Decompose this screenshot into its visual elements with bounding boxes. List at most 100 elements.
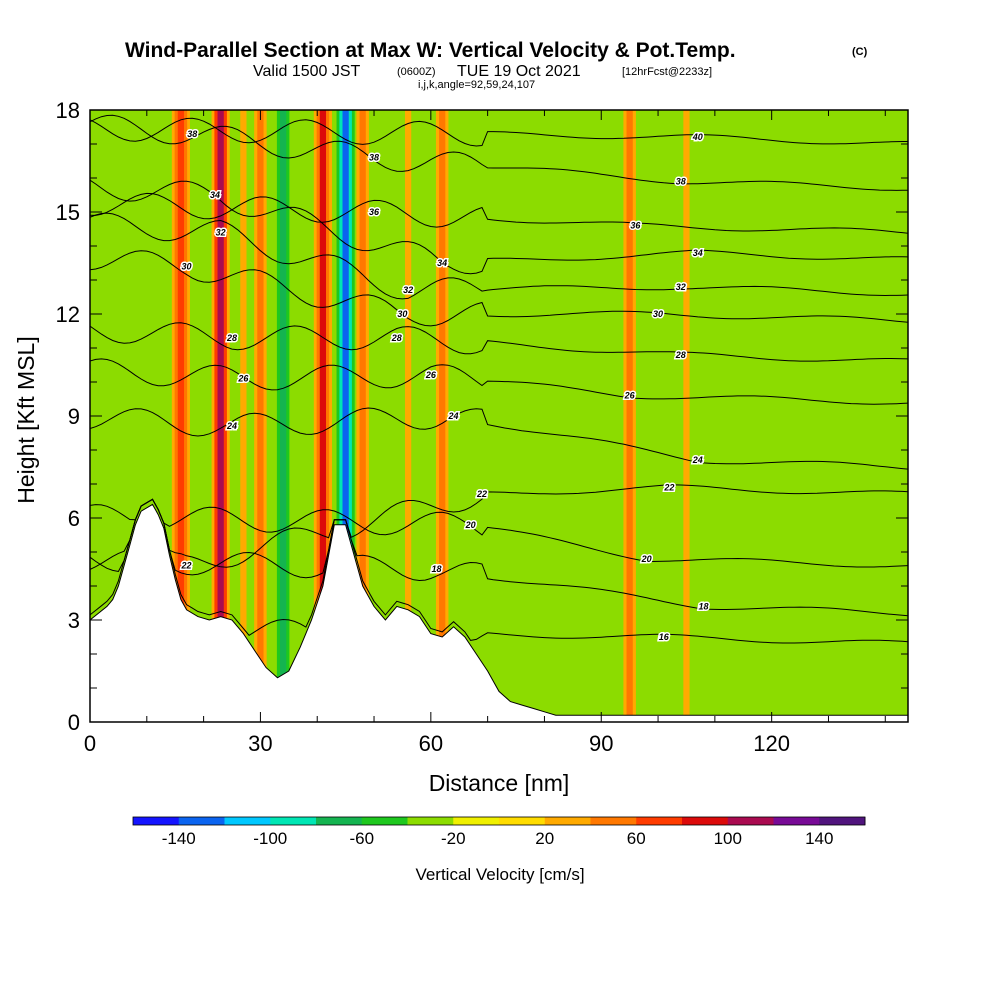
theta-contour-label: 20 (465, 520, 476, 530)
theta-contours (90, 114, 908, 644)
theta-contour-line (90, 117, 908, 147)
x-tick-label: 0 (84, 731, 96, 756)
theta-contour-label: 34 (210, 190, 220, 200)
theta-contour-label: 36 (630, 221, 641, 231)
theta-contour-line (90, 498, 908, 644)
theta-contour-label: 20 (641, 554, 652, 564)
theta-contour-line (90, 358, 908, 405)
theta-contour-line (90, 114, 908, 191)
colorbar-swatch (361, 817, 408, 825)
subtitle-date: TUE 19 Oct 2021 (457, 63, 581, 80)
colorbar-tick-label: 20 (535, 829, 554, 848)
colorbar-swatch (316, 817, 363, 825)
theta-contour-label: 28 (391, 333, 402, 343)
theta-contour-label: 26 (425, 370, 437, 380)
subtitle-valid: Valid 1500 JST (253, 63, 361, 80)
theta-contour-label: 36 (369, 207, 380, 217)
theta-contour-line (90, 192, 908, 234)
y-tick-label: 12 (56, 302, 80, 327)
colorbar-tick-label: 140 (805, 829, 833, 848)
colorbar-tick-label: 60 (627, 829, 646, 848)
velocity-band (297, 110, 304, 722)
y-tick-label: 6 (68, 506, 80, 531)
velocity-band (683, 110, 690, 722)
colorbar-swatch (133, 817, 180, 825)
theta-contour-label: 38 (676, 176, 686, 186)
colorbar-tick-label: -20 (441, 829, 466, 848)
colorbar-swatch (819, 817, 866, 825)
theta-contour-label: 22 (663, 482, 674, 492)
colorbar-swatch (590, 817, 637, 825)
theta-contour-label: 26 (624, 391, 636, 401)
colorbar-swatch (224, 817, 271, 825)
colorbar-swatch (544, 817, 591, 825)
copyright-mark: (C) (852, 46, 868, 58)
velocity-band (217, 110, 224, 722)
terrain (90, 503, 908, 722)
theta-contour-label: 30 (182, 261, 192, 271)
velocity-band (461, 110, 469, 722)
y-tick-label: 3 (68, 608, 80, 633)
theta-contour-labels: 16 18 18 20 20 22 22 22 24 24 24 26 26 26 28 28 28 30 30 30… (179, 127, 710, 643)
theta-contour-line (90, 498, 908, 568)
velocity-band (280, 110, 287, 722)
theta-contour-label: 40 (692, 132, 703, 142)
subtitle-line: Valid 1500 JST (0600Z) TUE 19 Oct 2021 [… (253, 63, 712, 80)
colorbar-swatch (636, 817, 683, 825)
theta-contour-label: 28 (226, 333, 237, 343)
x-tick-label: 60 (419, 731, 443, 756)
velocity-band (626, 110, 633, 722)
subtitle-forecast: [12hrFcst@2233z] (622, 66, 712, 78)
theta-contour-label: 38 (187, 129, 197, 139)
subtitle-zulu: (0600Z) (397, 66, 436, 78)
velocity-band (359, 110, 366, 722)
subtitle-grid-indices: i,j,k,angle=92,59,24,107 (418, 79, 535, 91)
colorbar (132, 816, 866, 826)
theta-contour-label: 16 (659, 632, 670, 642)
colorbar-swatch (682, 817, 729, 825)
colorbar-title: Vertical Velocity [cm/s] (415, 865, 584, 884)
colorbar-tick-label: -100 (253, 829, 287, 848)
colorbar-swatch (178, 817, 225, 825)
y-tick-label: 18 (56, 98, 80, 123)
x-axis-title: Distance [nm] (429, 770, 570, 796)
theta-contour-label: 38 (369, 153, 379, 163)
y-tick-label: 15 (56, 200, 80, 225)
colorbar-tick-labels: -140 -100 -60 -20 20 60 100 140 (162, 829, 834, 848)
velocity-band (439, 110, 446, 722)
colorbar-swatch (270, 817, 317, 825)
theta-contour-line (90, 250, 908, 327)
colorbar-swatch (407, 817, 454, 825)
theta-contour-label: 22 (181, 561, 192, 571)
theta-contour-label: 24 (448, 411, 459, 421)
colorbar-swatch (453, 817, 500, 825)
theta-contour-label: 34 (693, 248, 703, 258)
velocity-band (257, 110, 264, 722)
theta-contour-label: 28 (675, 350, 686, 360)
theta-contour-label: 22 (476, 489, 487, 499)
theta-contour-line (90, 498, 908, 617)
theta-contour-label: 30 (653, 309, 663, 319)
theta-contour-label: 18 (698, 601, 708, 611)
plot-area: 16 18 18 20 20 22 22 22 24 24 24 26 26 26 28 28 28 30 30 30… (90, 110, 908, 722)
theta-contour-label: 24 (692, 455, 703, 465)
theta-contour-line (90, 212, 908, 300)
x-tick-label: 90 (589, 731, 613, 756)
theta-contour-line (90, 484, 908, 573)
y-axis-title: Height [Kft MSL] (13, 336, 39, 503)
velocity-band (177, 110, 185, 722)
velocity-band (342, 110, 349, 722)
colorbar-swatch (499, 817, 546, 825)
theta-contour-label: 32 (676, 282, 686, 292)
x-tick-label: 30 (248, 731, 272, 756)
theta-contour-label: 32 (216, 227, 226, 237)
velocity-band (404, 110, 412, 722)
theta-contour-label: 34 (437, 258, 447, 268)
theta-contour-label: 26 (237, 374, 249, 384)
colorbar-swatch (727, 817, 774, 825)
theta-contour-label: 32 (403, 285, 413, 295)
x-tick-label: 120 (753, 731, 790, 756)
velocity-shading (171, 110, 690, 722)
theta-contour-line (90, 322, 908, 362)
